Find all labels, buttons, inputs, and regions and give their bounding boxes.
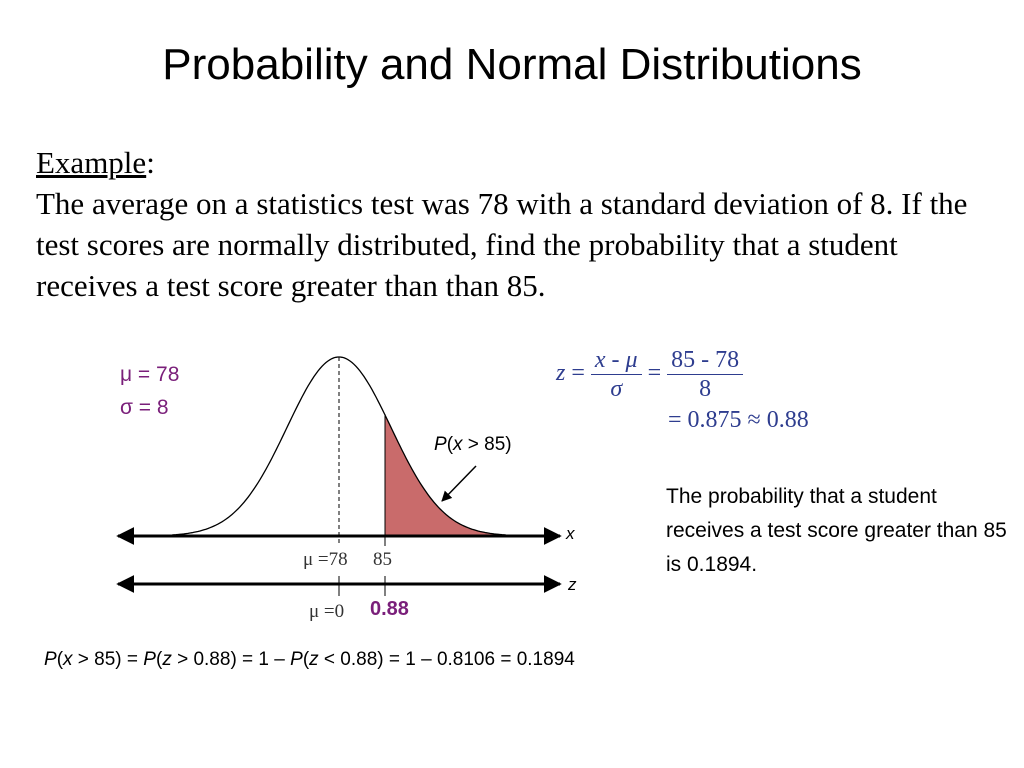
substituted-fraction: 85 - 78 8: [667, 346, 744, 403]
x-mean-label: μ =78: [303, 549, 348, 570]
label-pointer-arrow: [441, 465, 477, 502]
z-axis-var: z: [568, 575, 577, 594]
example-heading: Example: [36, 145, 147, 180]
slide-title: Probability and Normal Distributions: [162, 40, 862, 89]
problem-statement: Example: The average on a statistics tes…: [36, 142, 996, 306]
mean-param: μ = 78: [120, 363, 180, 386]
distribution-params: μ = 78 σ = 8: [120, 358, 179, 424]
x-axis-var: x: [566, 524, 575, 543]
problem-text: The average on a statistics test was 78 …: [36, 186, 968, 303]
conclusion-text: The probability that a student receives …: [666, 485, 1007, 576]
x-value-label: 85: [373, 549, 392, 570]
z-score-result: = 0.875 ≈ 0.88: [668, 407, 809, 433]
example-heading-colon: :: [146, 145, 155, 180]
z-mean-label: μ =0: [309, 601, 345, 622]
probability-equation: P(x > 85) = P(z > 0.88) = 1 – P(z < 0.88…: [44, 649, 575, 670]
sigma-param: σ = 8: [120, 396, 169, 419]
shaded-region: [385, 415, 552, 536]
shaded-area-label: P(x > 85): [434, 434, 512, 455]
z-value-label: 0.88: [370, 598, 409, 620]
z-score-formula: z = x - μ σ = 85 - 78 8: [556, 346, 744, 403]
standard-score-fraction: x - μ σ: [590, 346, 642, 403]
